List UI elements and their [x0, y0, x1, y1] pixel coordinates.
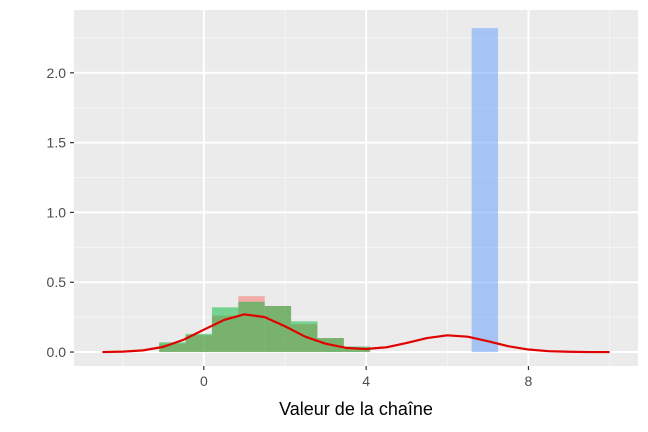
x-tick-label: 8: [525, 373, 533, 389]
histogram-bar: [211, 307, 239, 353]
plot-panel: [74, 10, 638, 366]
histogram-bar: [238, 301, 265, 353]
y-tick-label: 1.0: [47, 204, 67, 220]
histogram-bars: [159, 28, 499, 353]
y-tick-label: 0.5: [47, 274, 67, 290]
histogram-bar: [185, 333, 212, 353]
x-axis-title: Valeur de la chaîne: [279, 399, 433, 419]
density-curve: [102, 313, 610, 354]
x-tick-label: 0: [200, 373, 208, 389]
x-tick-label: 4: [362, 373, 370, 389]
y-tick-label: 0.0: [47, 344, 67, 360]
x-axis: 0 4 8: [200, 366, 533, 389]
histogram-bar: [471, 28, 499, 353]
y-tick-label: 2.0: [47, 65, 67, 81]
y-tick-label: 1.5: [47, 135, 67, 151]
density-curve-group: [102, 313, 610, 354]
minor-gridlines: [74, 10, 638, 366]
y-axis: 0.0 0.5 1.0 1.5 2.0: [47, 65, 74, 360]
histogram-bar: [264, 305, 292, 353]
histogram-bar: [159, 342, 186, 353]
